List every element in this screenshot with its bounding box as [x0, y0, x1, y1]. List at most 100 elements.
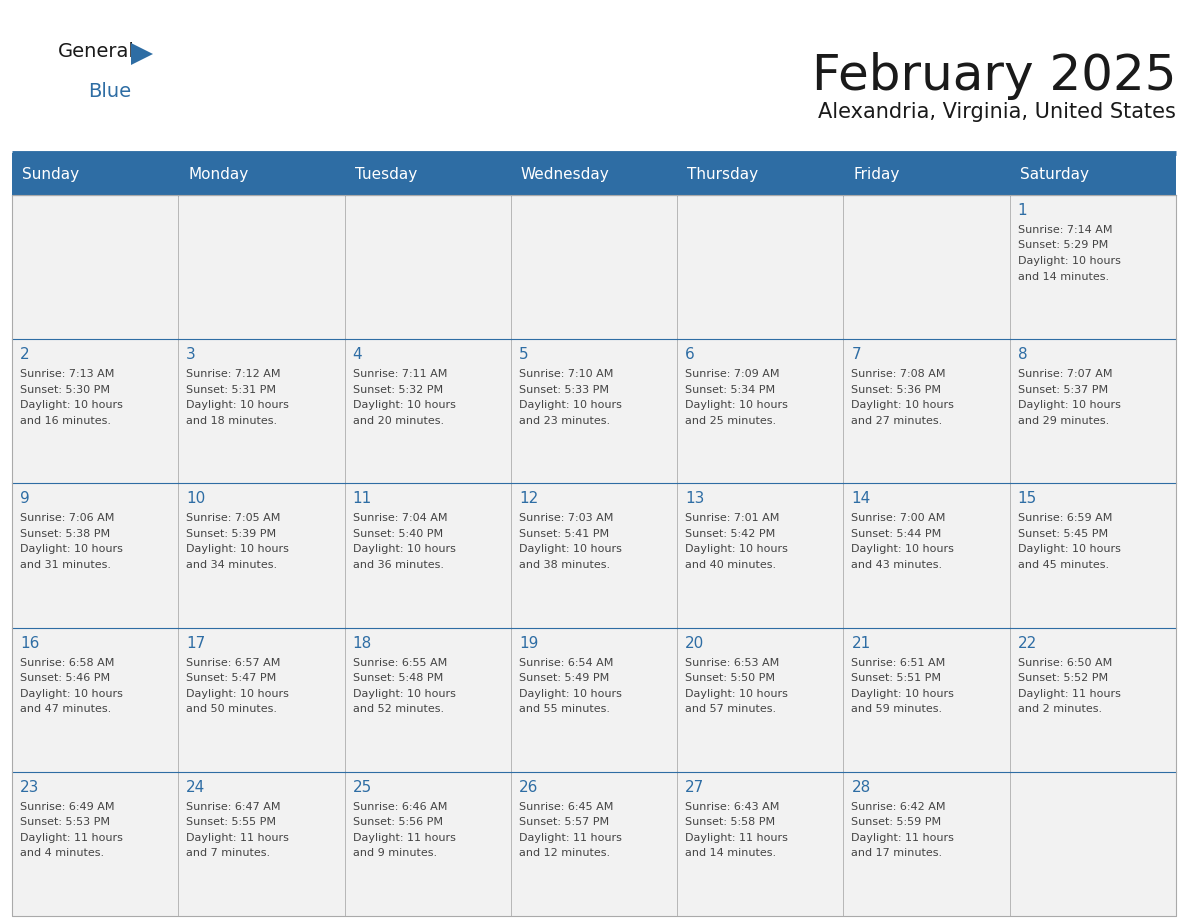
Text: Sunrise: 7:06 AM: Sunrise: 7:06 AM: [20, 513, 114, 523]
Text: Sunset: 5:31 PM: Sunset: 5:31 PM: [187, 385, 277, 395]
Text: 6: 6: [685, 347, 695, 363]
Text: and 45 minutes.: and 45 minutes.: [1018, 560, 1108, 570]
Bar: [511, 628, 677, 772]
Bar: [843, 339, 1010, 484]
Text: Daylight: 11 hours: Daylight: 11 hours: [1018, 688, 1120, 699]
Bar: [345, 339, 511, 484]
Text: Daylight: 11 hours: Daylight: 11 hours: [519, 833, 621, 843]
Text: Sunset: 5:36 PM: Sunset: 5:36 PM: [852, 385, 941, 395]
Text: Sunset: 5:30 PM: Sunset: 5:30 PM: [20, 385, 110, 395]
Bar: [345, 484, 511, 628]
Text: Daylight: 10 hours: Daylight: 10 hours: [353, 688, 455, 699]
Bar: [677, 484, 843, 628]
Bar: [178, 772, 345, 916]
Bar: [178, 339, 345, 484]
Text: 22: 22: [1018, 635, 1037, 651]
Text: Daylight: 11 hours: Daylight: 11 hours: [353, 833, 455, 843]
Text: Sunrise: 7:07 AM: Sunrise: 7:07 AM: [1018, 369, 1112, 379]
Text: Sunset: 5:51 PM: Sunset: 5:51 PM: [852, 673, 941, 683]
Text: Sunday: Sunday: [23, 166, 80, 182]
Bar: [345, 772, 511, 916]
Text: Sunset: 5:34 PM: Sunset: 5:34 PM: [685, 385, 776, 395]
Text: Sunrise: 7:14 AM: Sunrise: 7:14 AM: [1018, 225, 1112, 235]
Bar: [12, 484, 178, 628]
Bar: [12, 628, 178, 772]
Text: and 36 minutes.: and 36 minutes.: [353, 560, 443, 570]
Text: Daylight: 10 hours: Daylight: 10 hours: [685, 688, 788, 699]
Bar: [1010, 772, 1176, 916]
Text: 2: 2: [20, 347, 30, 363]
Bar: [511, 339, 677, 484]
Text: and 27 minutes.: and 27 minutes.: [852, 416, 943, 426]
Text: and 31 minutes.: and 31 minutes.: [20, 560, 110, 570]
Text: Daylight: 10 hours: Daylight: 10 hours: [685, 400, 788, 410]
Bar: [1010, 339, 1176, 484]
Bar: [178, 628, 345, 772]
Bar: [511, 772, 677, 916]
Text: Daylight: 10 hours: Daylight: 10 hours: [519, 544, 621, 554]
Text: Sunset: 5:38 PM: Sunset: 5:38 PM: [20, 529, 110, 539]
Text: Sunrise: 6:46 AM: Sunrise: 6:46 AM: [353, 801, 447, 812]
Text: and 59 minutes.: and 59 minutes.: [852, 704, 942, 714]
Text: Sunset: 5:39 PM: Sunset: 5:39 PM: [187, 529, 277, 539]
Bar: [12, 195, 1176, 916]
Bar: [843, 772, 1010, 916]
Text: and 2 minutes.: and 2 minutes.: [1018, 704, 1101, 714]
Text: Sunset: 5:41 PM: Sunset: 5:41 PM: [519, 529, 609, 539]
Text: and 17 minutes.: and 17 minutes.: [852, 848, 942, 858]
Text: Sunrise: 6:57 AM: Sunrise: 6:57 AM: [187, 657, 280, 667]
Text: Tuesday: Tuesday: [354, 166, 417, 182]
Text: Sunrise: 7:04 AM: Sunrise: 7:04 AM: [353, 513, 447, 523]
Text: Sunrise: 6:50 AM: Sunrise: 6:50 AM: [1018, 657, 1112, 667]
Text: Thursday: Thursday: [687, 166, 758, 182]
Text: Sunrise: 7:13 AM: Sunrise: 7:13 AM: [20, 369, 114, 379]
Text: Daylight: 11 hours: Daylight: 11 hours: [20, 833, 122, 843]
Text: Sunrise: 7:08 AM: Sunrise: 7:08 AM: [852, 369, 946, 379]
Text: Sunrise: 7:12 AM: Sunrise: 7:12 AM: [187, 369, 280, 379]
Text: Daylight: 10 hours: Daylight: 10 hours: [20, 544, 122, 554]
Text: and 43 minutes.: and 43 minutes.: [852, 560, 942, 570]
Text: Sunset: 5:48 PM: Sunset: 5:48 PM: [353, 673, 443, 683]
Text: Sunrise: 7:11 AM: Sunrise: 7:11 AM: [353, 369, 447, 379]
Text: General: General: [58, 42, 135, 61]
Text: and 7 minutes.: and 7 minutes.: [187, 848, 271, 858]
Text: Sunrise: 6:42 AM: Sunrise: 6:42 AM: [852, 801, 946, 812]
Polygon shape: [131, 43, 153, 65]
Text: 1: 1: [1018, 203, 1028, 218]
Text: Daylight: 10 hours: Daylight: 10 hours: [1018, 256, 1120, 266]
Text: Daylight: 10 hours: Daylight: 10 hours: [187, 400, 289, 410]
Text: Alexandria, Virginia, United States: Alexandria, Virginia, United States: [819, 102, 1176, 122]
Text: Sunrise: 6:54 AM: Sunrise: 6:54 AM: [519, 657, 613, 667]
Text: Sunrise: 6:51 AM: Sunrise: 6:51 AM: [852, 657, 946, 667]
Text: and 12 minutes.: and 12 minutes.: [519, 848, 609, 858]
Text: and 9 minutes.: and 9 minutes.: [353, 848, 437, 858]
Bar: [677, 628, 843, 772]
Text: Sunset: 5:55 PM: Sunset: 5:55 PM: [187, 817, 277, 827]
Text: 9: 9: [20, 491, 30, 507]
Text: 15: 15: [1018, 491, 1037, 507]
Text: Sunset: 5:32 PM: Sunset: 5:32 PM: [353, 385, 443, 395]
Text: Sunset: 5:53 PM: Sunset: 5:53 PM: [20, 817, 110, 827]
Text: Sunrise: 6:55 AM: Sunrise: 6:55 AM: [353, 657, 447, 667]
Text: Sunrise: 6:47 AM: Sunrise: 6:47 AM: [187, 801, 280, 812]
Bar: [511, 484, 677, 628]
Text: 12: 12: [519, 491, 538, 507]
Text: Sunset: 5:40 PM: Sunset: 5:40 PM: [353, 529, 443, 539]
Text: and 14 minutes.: and 14 minutes.: [685, 848, 776, 858]
Text: Daylight: 10 hours: Daylight: 10 hours: [685, 544, 788, 554]
Text: Wednesday: Wednesday: [520, 166, 609, 182]
Text: and 23 minutes.: and 23 minutes.: [519, 416, 609, 426]
Text: Sunset: 5:59 PM: Sunset: 5:59 PM: [852, 817, 942, 827]
Text: 5: 5: [519, 347, 529, 363]
Text: 27: 27: [685, 779, 704, 795]
Text: 7: 7: [852, 347, 861, 363]
Text: Daylight: 10 hours: Daylight: 10 hours: [20, 688, 122, 699]
Text: Sunset: 5:42 PM: Sunset: 5:42 PM: [685, 529, 776, 539]
Text: Sunrise: 6:43 AM: Sunrise: 6:43 AM: [685, 801, 779, 812]
Text: Sunrise: 6:45 AM: Sunrise: 6:45 AM: [519, 801, 613, 812]
Text: Daylight: 11 hours: Daylight: 11 hours: [852, 833, 954, 843]
Text: Daylight: 10 hours: Daylight: 10 hours: [519, 400, 621, 410]
Text: 24: 24: [187, 779, 206, 795]
Text: 20: 20: [685, 635, 704, 651]
Text: 25: 25: [353, 779, 372, 795]
